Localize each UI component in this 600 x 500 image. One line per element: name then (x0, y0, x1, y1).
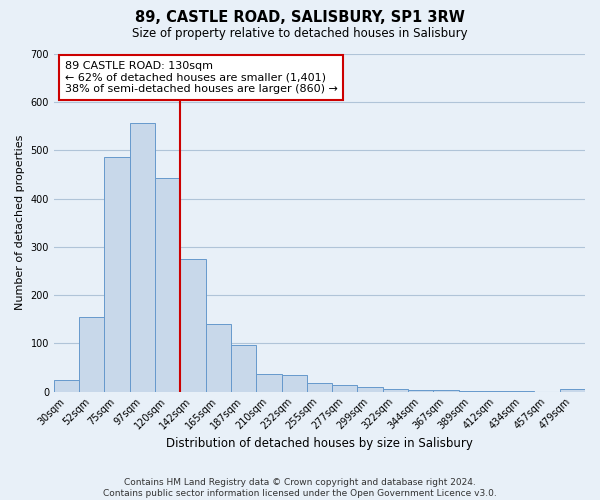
Text: 89 CASTLE ROAD: 130sqm
← 62% of detached houses are smaller (1,401)
38% of semi-: 89 CASTLE ROAD: 130sqm ← 62% of detached… (65, 61, 337, 94)
Text: 89, CASTLE ROAD, SALISBURY, SP1 3RW: 89, CASTLE ROAD, SALISBURY, SP1 3RW (135, 10, 465, 25)
Bar (206, 324, 231, 392)
Bar (383, 389, 408, 392)
X-axis label: Distribution of detached houses by size in Salisbury: Distribution of detached houses by size … (166, 437, 473, 450)
Bar (79, 317, 104, 392)
Y-axis label: Number of detached properties: Number of detached properties (15, 135, 25, 310)
Text: Size of property relative to detached houses in Salisbury: Size of property relative to detached ho… (132, 28, 468, 40)
Bar (231, 345, 256, 392)
Bar (408, 390, 433, 392)
Bar (433, 390, 458, 392)
Text: Contains HM Land Registry data © Crown copyright and database right 2024.
Contai: Contains HM Land Registry data © Crown c… (103, 478, 497, 498)
Bar (155, 178, 181, 392)
Bar (256, 374, 281, 392)
Bar (458, 390, 484, 392)
Bar (281, 374, 307, 392)
Bar (54, 380, 79, 392)
Bar (307, 384, 332, 392)
Bar (560, 388, 585, 392)
Bar (181, 259, 206, 392)
Bar (130, 123, 155, 392)
Bar (104, 156, 130, 392)
Bar (358, 387, 383, 392)
Bar (332, 386, 358, 392)
